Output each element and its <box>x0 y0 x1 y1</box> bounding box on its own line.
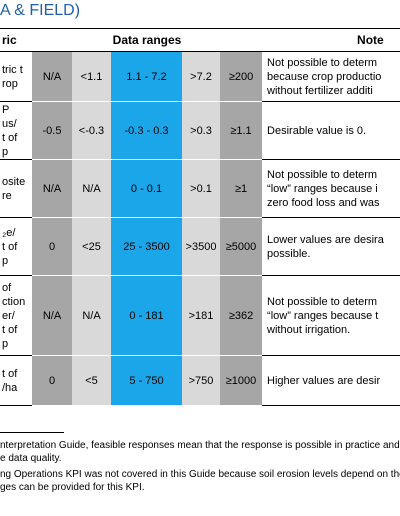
notes-column-header: Note <box>262 28 400 52</box>
metric-line: p <box>2 254 9 267</box>
notes-line: zero food loss and was <box>267 196 380 209</box>
metric-column-header: ric <box>0 28 32 52</box>
metric-line: /ha <box>2 381 18 394</box>
value-cell-3: 5 - 750 <box>111 355 182 406</box>
notes-line: Not possible to determ <box>267 56 378 69</box>
table-row: of ction er/ t of p N/A N/A 0 - 181 >181… <box>0 275 400 356</box>
value-cell-1: N/A <box>32 275 72 356</box>
footnote-line: e data quality. <box>0 453 62 464</box>
notes-cell: Higher values are desir <box>262 355 400 406</box>
value-cell-4: >750 <box>182 355 220 406</box>
notes-line: because crop productio <box>267 70 382 83</box>
footnote-divider <box>0 432 64 433</box>
value-cell-4: >7.2 <box>182 51 220 102</box>
metric-line: re <box>2 189 12 202</box>
metric-cell: P us/ t of p <box>0 101 32 160</box>
header-row: ric Data ranges Note <box>0 28 400 52</box>
notes-cell: Not possible to determ because crop prod… <box>262 51 400 102</box>
notes-line: Not possible to determ <box>267 168 378 181</box>
value-cell-3: 0 - 0.1 <box>111 159 182 218</box>
value-cell-5: ≥1000 <box>220 355 263 406</box>
table-row: tric t rop N/A <1.1 1.1 - 7.2 >7.2 ≥200 … <box>0 51 400 102</box>
metric-line: t of <box>2 367 18 380</box>
metric-cell: ₂e/ t of p <box>0 217 32 276</box>
value-cell-3: 0 - 181 <box>111 275 182 356</box>
value-cell-3: 25 - 3500 <box>111 217 182 276</box>
notes-line: without irrigation. <box>267 323 351 336</box>
notes-line: without fertilizer additi <box>267 84 373 97</box>
table-row: osite re N/A N/A 0 - 0.1 >0.1 ≥1 Not pos… <box>0 159 400 218</box>
notes-line: Desirable value is 0. <box>267 124 367 137</box>
metric-line: osite <box>2 175 26 188</box>
value-cell-4: >181 <box>182 275 220 356</box>
value-cell-1: N/A <box>32 159 72 218</box>
value-cell-1: -0.5 <box>32 101 72 160</box>
value-cell-5: ≥362 <box>220 275 263 356</box>
metric-line: P <box>2 103 10 116</box>
metric-line: us/ <box>2 117 17 130</box>
metric-line: ₂e/ <box>2 226 16 239</box>
metric-cell: osite re <box>0 159 32 218</box>
value-cell-2: <5 <box>72 355 111 406</box>
notes-line: possible. <box>267 247 311 260</box>
kpi-data-ranges-table: ric Data ranges Note tric t rop N/A <1.1… <box>0 28 400 406</box>
notes-cell: Desirable value is 0. <box>262 101 400 160</box>
value-cell-5: ≥200 <box>220 51 263 102</box>
metric-cell: of ction er/ t of p <box>0 275 32 356</box>
value-cell-1: N/A <box>32 51 72 102</box>
value-cell-2: <-0.3 <box>72 101 111 160</box>
notes-line: Lower values are desira <box>267 233 384 246</box>
value-cell-1: 0 <box>32 217 72 276</box>
value-cell-2: <1.1 <box>72 51 111 102</box>
metric-line: rop <box>2 77 18 90</box>
section-heading: A & FIELD) <box>0 2 81 19</box>
data-ranges-column-header: Data ranges <box>32 28 263 52</box>
value-cell-1: 0 <box>32 355 72 406</box>
metric-cell: tric t rop <box>0 51 32 102</box>
notes-cell: Not possible to determ “low” ranges beca… <box>262 159 400 218</box>
value-cell-4: >0.3 <box>182 101 220 160</box>
footnote-line: nterpretation Guide, feasible responses … <box>0 440 400 451</box>
value-cell-4: >0.1 <box>182 159 220 218</box>
metric-line: tric t <box>2 63 23 76</box>
value-cell-5: ≥1.1 <box>220 101 263 160</box>
metric-line: ction <box>2 295 26 308</box>
metric-line: t of <box>2 323 18 336</box>
notes-line: “low” ranges because t <box>267 309 379 322</box>
metric-line: p <box>2 337 9 350</box>
metric-cell: t of /ha <box>0 355 32 406</box>
value-cell-2: N/A <box>72 159 111 218</box>
footnote-line: ng Operations KPI was not covered in thi… <box>0 469 400 480</box>
notes-cell: Lower values are desira possible. <box>262 217 400 276</box>
value-cell-4: >3500 <box>182 217 220 276</box>
notes-line: “low” ranges because i <box>267 182 378 195</box>
value-cell-3: -0.3 - 0.3 <box>111 101 182 160</box>
value-cell-2: <25 <box>72 217 111 276</box>
metric-line: er/ <box>2 309 15 322</box>
table-row: P us/ t of p -0.5 <-0.3 -0.3 - 0.3 >0.3 … <box>0 101 400 160</box>
table-row: ₂e/ t of p 0 <25 25 - 3500 >3500 ≥5000 L… <box>0 217 400 276</box>
notes-line: Not possible to determ <box>267 295 378 308</box>
metric-line: t of <box>2 131 18 144</box>
table-row: t of /ha 0 <5 5 - 750 >750 ≥1000 Higher … <box>0 355 400 406</box>
value-cell-5: ≥5000 <box>220 217 263 276</box>
value-cell-5: ≥1 <box>220 159 263 218</box>
metric-line: p <box>2 145 9 158</box>
notes-cell: Not possible to determ “low” ranges beca… <box>262 275 400 356</box>
notes-line: Higher values are desir <box>267 374 381 387</box>
value-cell-2: N/A <box>72 275 111 356</box>
footnote-line: ges can be provided for this KPI. <box>0 482 145 493</box>
metric-line: of <box>2 281 12 294</box>
value-cell-3: 1.1 - 7.2 <box>111 51 182 102</box>
metric-line: t of <box>2 240 18 253</box>
